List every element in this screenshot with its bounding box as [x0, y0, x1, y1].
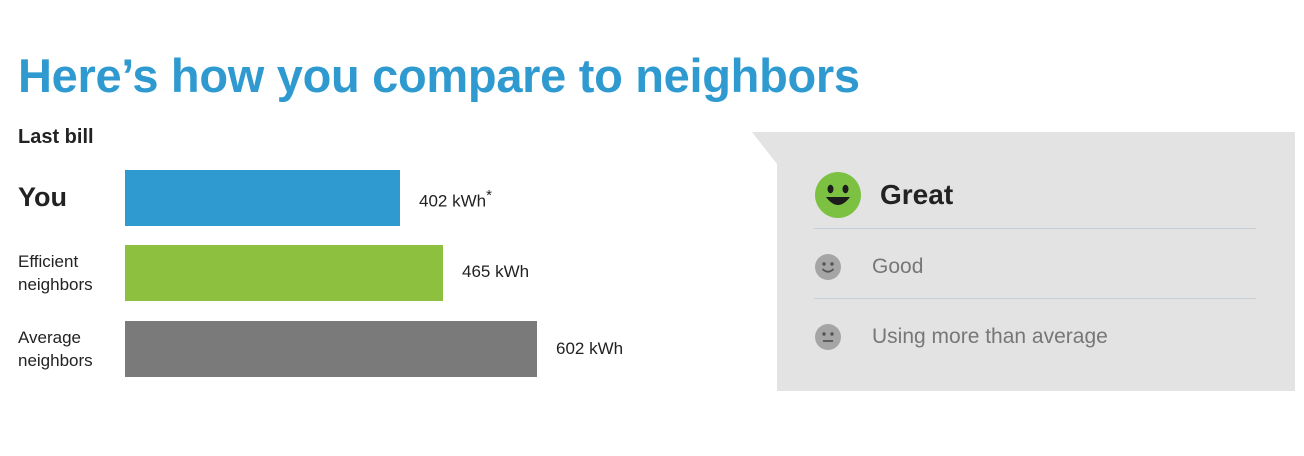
category-label-average: Average neighbors	[18, 328, 93, 370]
bar-efficient-neighbors	[125, 245, 443, 301]
bar-value-efficient-neighbors: 465 kWh	[462, 262, 530, 281]
smile-face-icon	[815, 254, 841, 280]
rating-label-great: Great	[880, 179, 954, 210]
rating-using-more: Using more than average	[814, 323, 1108, 351]
neutral-face-icon	[815, 324, 841, 350]
rating-divider	[814, 228, 1256, 229]
big-smile-face-icon	[815, 172, 861, 218]
category-label-you: You	[18, 182, 67, 212]
chart-subtitle: Last bill	[18, 126, 94, 148]
page-title: Here’s how you compare to neighbors	[18, 49, 860, 102]
bar-you	[125, 170, 400, 226]
category-label-efficient: Efficient neighbors	[18, 252, 93, 294]
rating-great: Great	[814, 171, 953, 219]
rating-divider	[814, 298, 1256, 299]
rating-panel: Great Good Using more than average	[752, 132, 1295, 391]
bar-value-you: 402 kWh*	[419, 187, 492, 212]
rating-panel-background	[752, 132, 1295, 391]
bar-average-neighbors	[125, 321, 537, 377]
rating-label-using-more: Using more than average	[872, 325, 1108, 348]
value-label: 402 kWh	[419, 191, 487, 211]
bar-value-average-neighbors: 602 kWh	[556, 339, 624, 358]
rating-label-good: Good	[872, 255, 924, 278]
rating-good: Good	[814, 253, 923, 281]
footnote-mark: *	[486, 187, 492, 204]
